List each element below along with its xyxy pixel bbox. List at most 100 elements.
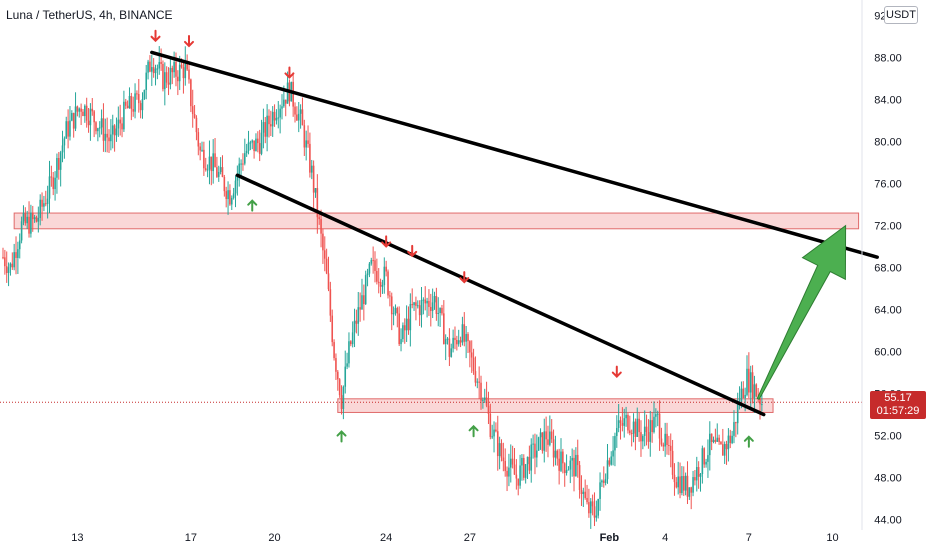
candle-body <box>413 302 415 306</box>
candle-body <box>714 439 717 442</box>
resistance-zone <box>13 212 860 230</box>
candle-body <box>33 217 36 220</box>
candle-body <box>709 433 711 456</box>
candle-body <box>681 476 683 494</box>
candle-body <box>344 366 347 387</box>
candle-body <box>268 115 270 125</box>
candle-body <box>642 435 644 442</box>
candle-body <box>297 113 300 121</box>
candle-body <box>368 263 371 274</box>
candle-body <box>651 420 653 433</box>
trendline-1 <box>150 50 879 259</box>
candle-body <box>405 318 408 331</box>
candle-body <box>511 458 514 465</box>
candle-body <box>361 295 363 310</box>
candle-body <box>392 313 395 315</box>
candle-body <box>450 348 453 357</box>
candle-body <box>128 96 131 109</box>
candle-body <box>377 281 380 283</box>
candle-body <box>154 68 157 74</box>
candle-body <box>411 304 413 306</box>
trendline-2 <box>235 173 766 417</box>
candle-body <box>761 404 763 406</box>
candle-body <box>262 122 265 133</box>
support-zone <box>337 398 774 413</box>
candle-body <box>441 307 443 314</box>
candle-body <box>100 118 103 128</box>
candle-body <box>50 176 53 178</box>
candle-body <box>11 263 14 268</box>
candle-body <box>232 193 235 198</box>
last-price-value: 55.17 <box>884 392 912 404</box>
candle-body <box>134 93 136 112</box>
candle-body <box>229 190 231 205</box>
candle-body <box>712 439 715 443</box>
candle-body <box>498 443 501 457</box>
candle-body <box>536 450 538 458</box>
down-arrow-marker <box>184 34 194 48</box>
candle-body <box>668 445 670 447</box>
candle-body <box>623 418 626 426</box>
candle-body <box>212 153 214 172</box>
candle-body <box>430 306 432 311</box>
candles-layer <box>2 46 763 529</box>
candle-body <box>664 433 666 447</box>
price-tick-label: 60.00 <box>874 347 902 359</box>
price-axis[interactable]: 92.0088.0084.0080.0076.0072.0068.0064.00… <box>861 0 902 530</box>
time-tick-label: Feb <box>600 532 620 544</box>
candle-body <box>588 502 590 514</box>
candle-body <box>379 282 382 287</box>
candle-body <box>597 498 599 516</box>
candle-body <box>549 431 551 445</box>
candle-body <box>389 295 391 297</box>
candle-body <box>219 167 222 172</box>
candle-body <box>480 382 482 401</box>
candle-body <box>632 421 635 434</box>
candle-body <box>292 81 294 107</box>
candle-body <box>381 285 384 287</box>
candle-body <box>136 93 138 95</box>
candle-body <box>508 467 510 477</box>
candle-body <box>573 457 575 477</box>
candle-body <box>655 414 657 417</box>
last-price-tag: 55.17 01:57:29 <box>870 391 926 419</box>
candle-body <box>604 479 607 483</box>
candle-body <box>627 414 629 431</box>
candle-body <box>675 482 678 488</box>
candle-body <box>145 72 148 90</box>
candle-body <box>353 320 356 333</box>
candle-body <box>519 465 521 486</box>
candle-body <box>725 444 728 450</box>
candle-body <box>658 413 661 439</box>
candle-body <box>619 420 622 424</box>
candle-body <box>420 299 423 316</box>
candle-body <box>701 448 704 475</box>
up-arrow-marker <box>247 199 258 212</box>
candle-body <box>281 106 283 109</box>
candle-body <box>173 61 175 73</box>
candle-body <box>444 339 447 345</box>
candle-body <box>528 456 531 471</box>
candle-body <box>152 67 155 74</box>
candle-body <box>184 61 187 79</box>
time-tick-label: 7 <box>746 532 752 544</box>
candle-body <box>692 477 694 493</box>
currency-unit-button[interactable]: USDT <box>884 6 918 24</box>
candle-body <box>545 431 547 440</box>
candle-body <box>85 105 88 121</box>
candle-body <box>699 474 702 477</box>
candle-body <box>400 339 402 345</box>
candle-body <box>271 111 274 127</box>
candle-body <box>506 470 508 477</box>
candle-body <box>599 482 601 499</box>
candle-body <box>221 167 224 177</box>
candle-body <box>433 296 436 303</box>
candle-body <box>621 423 624 426</box>
candle-body <box>463 324 466 342</box>
candle-body <box>576 454 579 466</box>
candle-body <box>733 422 735 436</box>
candle-body <box>606 460 609 480</box>
time-axis[interactable]: 13 17 20 24 27 Feb 4 7 10 <box>71 532 838 544</box>
candle-body <box>493 429 495 437</box>
